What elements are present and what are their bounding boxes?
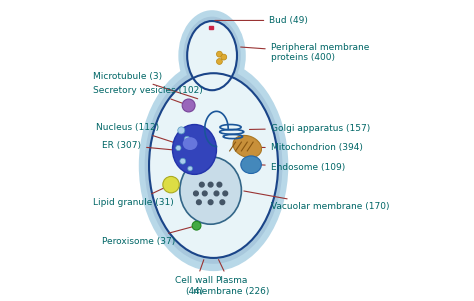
Circle shape	[184, 136, 190, 142]
Text: Bud (49): Bud (49)	[215, 16, 308, 25]
Ellipse shape	[183, 17, 241, 95]
Circle shape	[180, 158, 186, 164]
Ellipse shape	[139, 60, 288, 271]
Ellipse shape	[187, 21, 237, 90]
Text: Peroxisome (37): Peroxisome (37)	[102, 226, 194, 246]
Circle shape	[176, 145, 181, 150]
Circle shape	[214, 191, 219, 196]
Circle shape	[217, 59, 222, 64]
Ellipse shape	[178, 10, 246, 101]
Ellipse shape	[173, 125, 217, 174]
Circle shape	[193, 191, 198, 196]
Text: Secretory vesicles (102): Secretory vesicles (102)	[93, 86, 203, 104]
Circle shape	[223, 191, 228, 196]
Text: Microtubule (3): Microtubule (3)	[93, 72, 198, 99]
Circle shape	[202, 191, 207, 196]
Ellipse shape	[180, 157, 241, 224]
Ellipse shape	[233, 135, 262, 158]
Circle shape	[192, 221, 201, 230]
Circle shape	[163, 176, 179, 193]
Circle shape	[208, 200, 213, 205]
Circle shape	[182, 99, 195, 112]
Circle shape	[200, 182, 204, 187]
Text: ER (307): ER (307)	[102, 141, 182, 151]
Ellipse shape	[183, 137, 197, 150]
Text: Nucleus (112): Nucleus (112)	[96, 123, 179, 144]
Circle shape	[221, 54, 227, 60]
Circle shape	[217, 51, 222, 57]
Text: Peripheral membrane
proteins (400): Peripheral membrane proteins (400)	[241, 43, 369, 62]
Circle shape	[217, 182, 222, 187]
Ellipse shape	[145, 67, 283, 264]
Text: Cell wall
(44): Cell wall (44)	[175, 260, 214, 296]
Circle shape	[197, 200, 201, 205]
Text: Golgi apparatus (157): Golgi apparatus (157)	[249, 123, 370, 132]
Circle shape	[178, 127, 185, 134]
Text: Lipid granule (31): Lipid granule (31)	[93, 186, 174, 207]
Ellipse shape	[241, 156, 261, 173]
Circle shape	[188, 166, 192, 171]
Text: Endosome (109): Endosome (109)	[260, 163, 345, 172]
Text: Plasma
membrane (226): Plasma membrane (226)	[193, 259, 269, 296]
Circle shape	[220, 200, 225, 205]
Text: Vacuolar membrane (170): Vacuolar membrane (170)	[244, 191, 389, 211]
Bar	[209, 26, 213, 29]
Circle shape	[208, 182, 213, 187]
Text: Mitochondrion (394): Mitochondrion (394)	[260, 144, 363, 153]
Ellipse shape	[149, 73, 278, 258]
